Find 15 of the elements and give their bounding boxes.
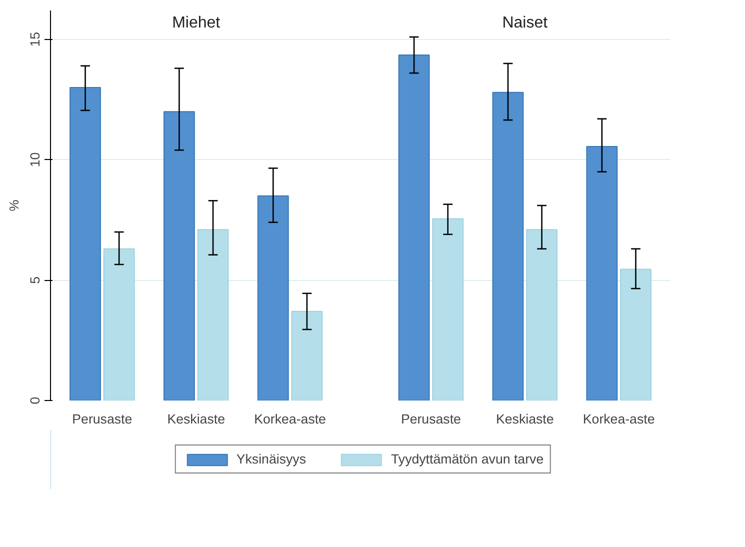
y-axis-title: %: [6, 199, 22, 212]
legend-label: Yksinäisyys: [236, 452, 306, 466]
x-tick-label: Keskiaste: [496, 412, 554, 426]
y-tick-label: 10: [28, 152, 42, 168]
y-tick-label: 5: [28, 276, 42, 284]
y-tick-label: 15: [28, 32, 42, 47]
x-tick-label: Perusaste: [72, 412, 132, 426]
annotation: Miehet: [172, 14, 221, 32]
y-tick-label: 0: [28, 396, 42, 404]
annotation: Naiset: [502, 14, 548, 32]
legend-label: Tyydyttämätön avun tarve: [391, 452, 544, 466]
x-tick-label: Korkea-aste: [582, 412, 655, 426]
x-tick-label: Korkea-aste: [254, 412, 326, 426]
x-tick-label: Perusaste: [400, 412, 461, 426]
x-tick-label: Keskiaste: [167, 412, 226, 426]
